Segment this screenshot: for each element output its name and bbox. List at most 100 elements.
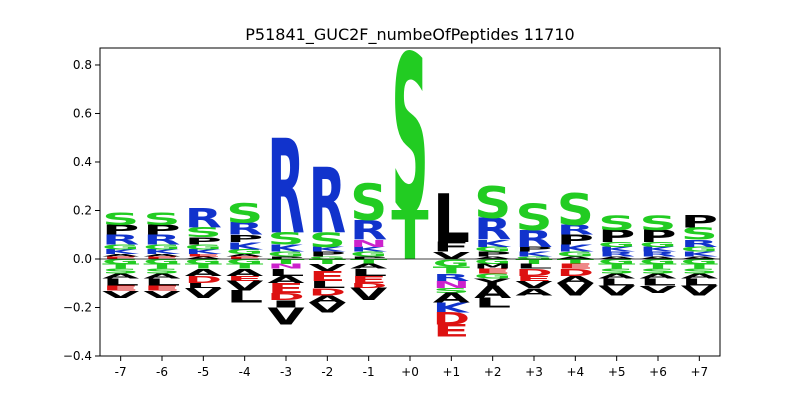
x-tick-label: -5: [197, 365, 209, 379]
logo-letter-G-pos-+2-n3: G: [474, 272, 511, 280]
logo-letter-K-pos-+5-2: K: [598, 246, 636, 254]
chart-title: P51841_GUC2F_numbeOfPeptides 11710: [245, 25, 574, 45]
logo-letter-G-pos-+4-1: G: [557, 250, 594, 258]
logo-letter-L-pos--7-n4: L: [102, 276, 139, 288]
logo-letter-A-pos--3-n3: A: [267, 274, 304, 286]
logo-letter-V-pos--7-n6: V: [102, 289, 139, 301]
logo-letter-V-pos--1-n5: V: [350, 285, 387, 304]
logo-letter-E-pos-+1-n8: E: [433, 322, 470, 341]
logo-letter-A-pos--2-n5: A: [309, 294, 346, 306]
logo-letter-S-pos--6-6: S: [143, 210, 180, 230]
logo-letter-S-pos-+7-4: S: [681, 224, 718, 244]
logo-letter-E-pos--5-1: E: [185, 254, 222, 258]
logo-letter-K-pos-+6-2: K: [639, 246, 677, 254]
logo-letter-K-pos--6-2: K: [143, 248, 181, 256]
logo-letter-R-pos-+3-3: R: [515, 225, 552, 252]
logo-letter-S-pos--6-n2: S: [143, 267, 180, 275]
logo-letter-G-pos--6-3: G: [143, 243, 180, 251]
x-tick-label: +2: [484, 365, 502, 379]
logo-letter-T-pos-+0-0: T: [391, 199, 429, 276]
logo-letter-A-pos-+2-0: A: [474, 256, 512, 260]
x-axis: -7 -6 -5 -4 -3 -2 -1 +0 +1 +2 +3 +4 +5 +6 +7: [115, 356, 708, 379]
logo-letter-V-pos--2-n6: V: [309, 300, 347, 315]
logo-letter-A-pos-+6-n3: A: [639, 272, 677, 280]
logo-letter-N-pos--1-3: N: [350, 238, 387, 250]
x-tick-label: -3: [280, 365, 292, 379]
logo-letter-P-pos--6-5: P: [143, 223, 180, 238]
logo-letter-G-pos--2-0: G: [309, 256, 346, 260]
logo-letter-F-pos-+1-1: F: [433, 240, 470, 255]
logo-letter-G-pos-+6-3: G: [639, 241, 676, 249]
logo-letter-E-pos--3-n4: E: [267, 281, 304, 296]
logo-letter-K-pos-+4-2: K: [557, 242, 594, 254]
logo-letter-E-pos-+3-n3: E: [515, 275, 552, 283]
logo-letter-A-pos--7-1: A: [102, 254, 140, 258]
logo-letter-L-pos-+6-n4: L: [639, 276, 676, 288]
logo-letter-V-pos--2-n1: V: [309, 262, 346, 274]
logo-letter-K-pos--1-2: K: [350, 246, 388, 254]
logo-letter-S-pos-+3-4: S: [515, 196, 552, 239]
y-tick-label: −0.2: [63, 300, 92, 314]
x-tick-label: +4: [566, 365, 584, 379]
logo-letter-L-pos--3-n2: L: [267, 267, 304, 279]
logo-letter-E-pos--6-0: E: [143, 256, 180, 260]
logo-letter-L-pos--4-n5: L: [226, 288, 263, 307]
logo-letter-R-pos-+2-4: R: [474, 213, 511, 247]
logo-letter-T-pos--2-n0: T: [309, 258, 347, 266]
logo-letter-T-pos--3-n0: T: [267, 258, 305, 266]
logo-letter-K-pos--5-2: K: [185, 248, 223, 256]
logo-letter-A-pos-+5-0: A: [598, 256, 636, 260]
logo-letter-E-pos--2-n2: E: [309, 269, 346, 284]
logo-letter-L-pos--6-n4: L: [143, 276, 180, 288]
logo-letter-R-pos--2-4: R: [309, 150, 346, 255]
logo-letter-E-pos--1-n3: E: [350, 274, 387, 285]
logo-letter-V-pos-+4-n4: V: [557, 281, 594, 300]
logo-letter-A-pos-+4-0: A: [557, 256, 595, 260]
logo-letter-A-pos-+7-0: A: [681, 256, 719, 260]
logo-letter-S-pos--3-3: S: [267, 229, 304, 249]
logo-letter-A-pos-+5-n3: A: [598, 272, 636, 280]
x-tick-label: -4: [239, 365, 251, 379]
logo-letter-G-pos-+5-3: G: [598, 241, 635, 249]
logo-letter-N-pos--3-n1: N: [267, 263, 304, 271]
logo-letter-L-pos-+1-2: L: [433, 180, 470, 258]
logo-letter-E-pos--6-n5: E: [143, 285, 180, 293]
logo-letter-K-pos--2-2: K: [309, 246, 347, 254]
logo-letter-P-pos-+2-1: P: [474, 250, 511, 258]
logo-letter-K-pos--7-2: K: [102, 248, 140, 256]
logo-letter-A-pos-+2-n5: A: [474, 283, 511, 302]
logo-letter-T-pos-+5-n1: T: [598, 263, 636, 271]
logo-letter-P-pos-+3-2: P: [515, 245, 552, 253]
x-tick-label: +3: [525, 365, 543, 379]
logo-letter-G-pos-+2-n0: G: [474, 258, 511, 266]
logo-letter-S-pos--7-6: S: [102, 210, 139, 230]
logo-letter-A-pos--6-1: A: [143, 254, 181, 258]
plot-area: EAKGRPSGTSALEVEAKGRPSGTSALEVAEKGPSRGTADL…: [100, 11, 720, 341]
y-tick-label: 0.0: [73, 252, 92, 266]
x-tick-label: +6: [649, 365, 667, 379]
logo-letter-R-pos--1-4: R: [350, 216, 387, 247]
logo-letter-V-pos-+7-n5: V: [681, 283, 719, 298]
x-tick-label: +1: [442, 365, 460, 379]
logo-letter-S-pos-+5-5: S: [598, 212, 635, 235]
logo-letter-V-pos-+5-n5: V: [598, 283, 636, 298]
logo-letter-R-pos--6-4: R: [143, 232, 180, 247]
logo-letter-G-pos--5-n0: G: [185, 258, 222, 266]
logo-letter-S-pos-+5-n2: S: [598, 267, 635, 275]
logo-letter-E-pos-+4-n1: E: [557, 263, 594, 271]
logo-letter-R-pos--5-6: R: [185, 204, 222, 235]
logo-letter-D-pos-+1-n7: D: [433, 309, 470, 328]
logo-letter-P-pos--2-1: P: [309, 250, 346, 258]
logo-letter-A-pos--5-n2: A: [185, 267, 222, 279]
logo-letter-A-pos--7-n3: A: [102, 272, 140, 280]
logo-letter-T-pos-+1-n1: T: [433, 265, 471, 276]
logo-letter-G-pos--1-1: G: [350, 250, 387, 258]
logo-letter-S-pos--2-3: S: [309, 229, 346, 252]
logo-letter-S-pos-+0-1: S: [391, 11, 428, 263]
logo-letter-R-pos-+7-3: R: [681, 238, 718, 249]
x-tick-label: -7: [115, 365, 127, 379]
logo-letter-G-pos-+3-0: G: [515, 256, 552, 260]
logo-letter-E-pos--7-0: E: [102, 256, 139, 260]
logo-letter-K-pos-+7-1: K: [681, 250, 719, 258]
